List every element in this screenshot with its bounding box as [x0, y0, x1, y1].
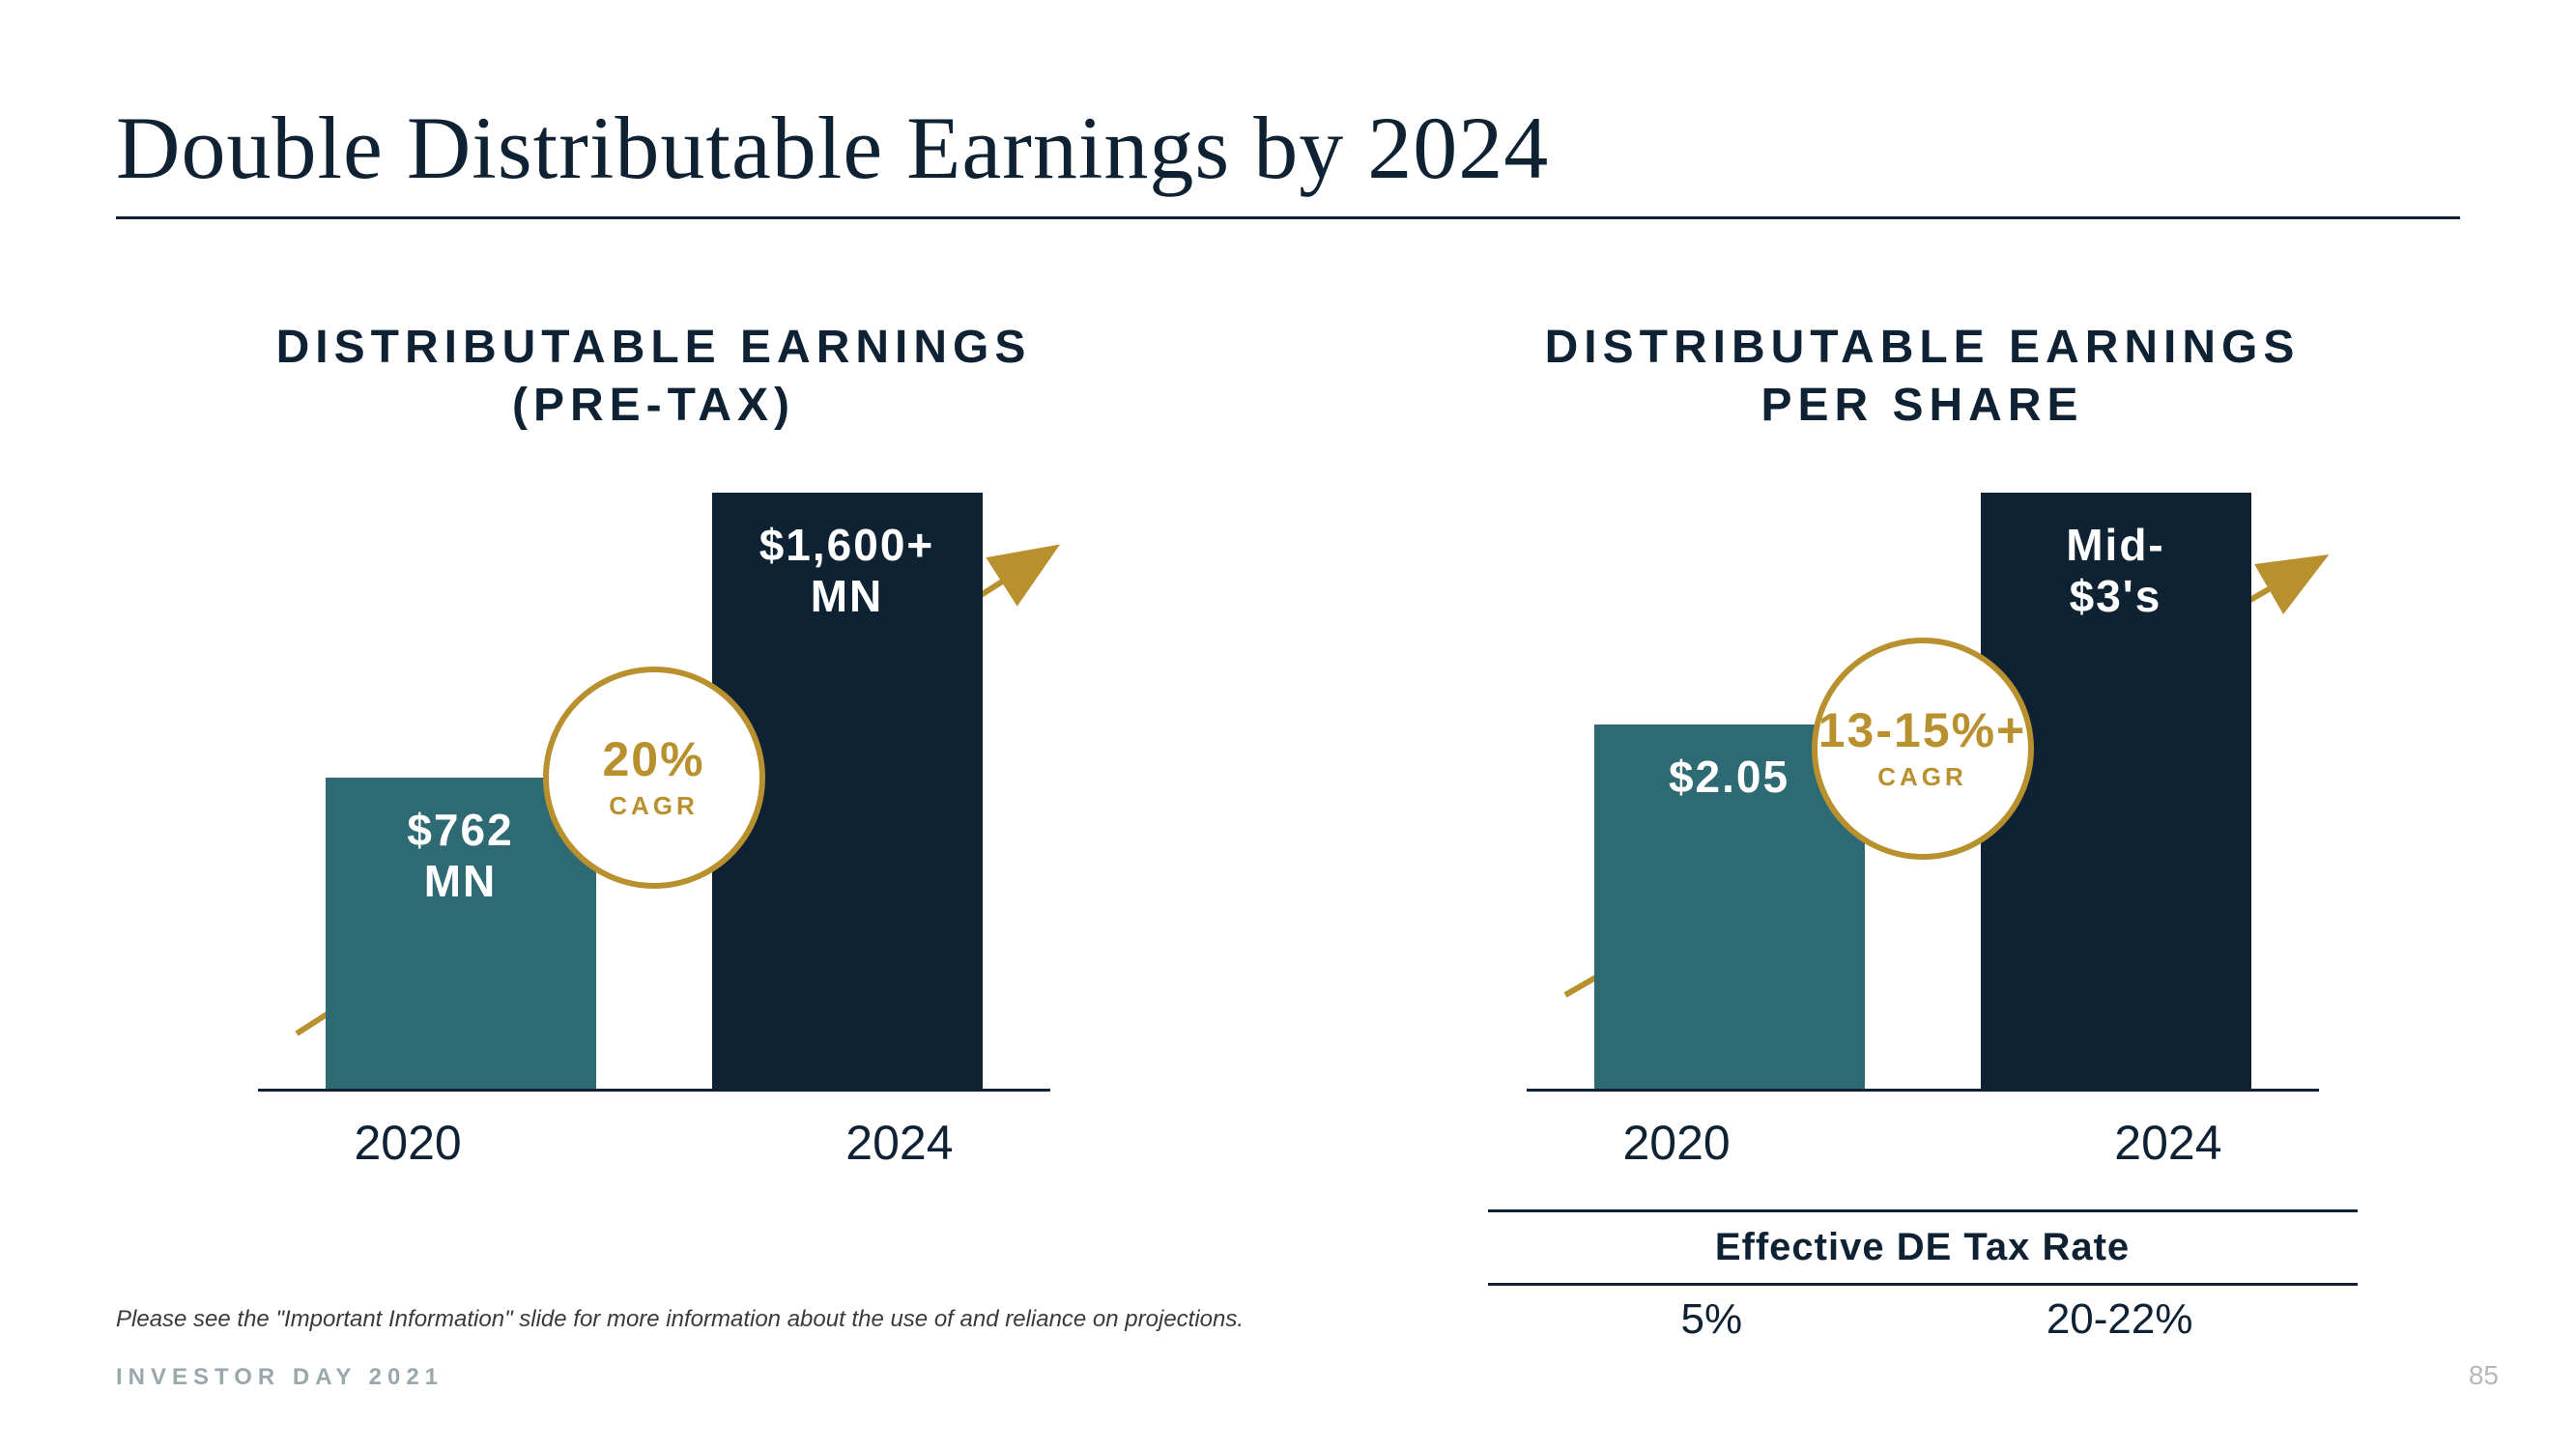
charts-row: DISTRIBUTABLE EARNINGS (PRE-TAX) $762 MN — [116, 319, 2460, 1208]
chart-left-bar1-label: $762 MN — [407, 805, 513, 907]
chart-right-title-line2: PER SHARE — [1760, 380, 2083, 431]
chart-right-cagr-sub: CAGR — [1877, 762, 1967, 792]
footnote-text: Please see the "Important Information" s… — [116, 1306, 1244, 1333]
chart-right-area: $2.05 Mid- $3's 13-15%+ CAGR — [1488, 493, 2358, 1092]
chart-right-x-2024: 2024 — [2114, 1115, 2221, 1171]
tax-rate-title: Effective DE Tax Rate — [1488, 1212, 2358, 1283]
chart-right-title-line1: DISTRIBUTABLE EARNINGS — [1545, 322, 2301, 373]
chart-left-title-line2: (PRE-TAX) — [512, 380, 795, 431]
chart-left-title: DISTRIBUTABLE EARNINGS (PRE-TAX) — [276, 319, 1032, 435]
chart-left-x-2024: 2024 — [845, 1115, 953, 1171]
chart-left-x-2020: 2020 — [355, 1115, 462, 1171]
chart-right-bar1-label: $2.05 — [1669, 752, 1789, 803]
chart-left-bar1-l1: $762 — [407, 805, 513, 855]
chart-left-xlabels: 2020 2024 — [219, 1092, 1089, 1171]
tax-rate-box: Effective DE Tax Rate 5% 20-22% — [1488, 1209, 2358, 1344]
chart-left-title-line1: DISTRIBUTABLE EARNINGS — [276, 322, 1032, 373]
title-rule — [116, 216, 2460, 219]
chart-right-bar2-label: Mid- $3's — [2066, 520, 2165, 622]
chart-left-cagr-badge: 20% CAGR — [543, 667, 765, 889]
investor-day-label: INVESTOR DAY 2021 — [116, 1364, 444, 1391]
slide-root: Double Distributable Earnings by 2024 DI… — [0, 0, 2576, 1449]
chart-left-bar1-l2: MN — [424, 856, 498, 906]
chart-right-xlabels: 2020 2024 — [1488, 1092, 2358, 1171]
chart-left-area: $762 MN $1,600+ MN 20% CAGR — [219, 493, 1089, 1092]
chart-left-bar2-l2: MN — [811, 571, 884, 621]
tax-rate-2024: 20-22% — [2046, 1295, 2193, 1344]
tax-rate-row: 5% 20-22% — [1488, 1286, 2358, 1344]
chart-left-axis — [258, 1089, 1050, 1092]
chart-right-cagr-badge: 13-15%+ CAGR — [1812, 638, 2034, 860]
chart-right-cagr-pct: 13-15%+ — [1818, 705, 2027, 756]
chart-right-bar2-l1: Mid- — [2066, 520, 2165, 570]
chart-left-bar2-l1: $1,600+ — [759, 520, 935, 570]
chart-left-cagr-pct: 20% — [602, 734, 704, 785]
chart-left-bar2-label: $1,600+ MN — [759, 520, 935, 622]
chart-right-bar1-l1: $2.05 — [1669, 752, 1789, 802]
page-title: Double Distributable Earnings by 2024 — [116, 97, 2460, 199]
chart-right-x-2020: 2020 — [1623, 1115, 1731, 1171]
chart-left-cagr-sub: CAGR — [609, 791, 699, 821]
chart-right-title: DISTRIBUTABLE EARNINGS PER SHARE — [1545, 319, 2301, 435]
chart-earnings-per-share: DISTRIBUTABLE EARNINGS PER SHARE $2.05 — [1385, 319, 2460, 1344]
tax-rate-2020: 5% — [1681, 1295, 1743, 1344]
page-number: 85 — [2469, 1360, 2499, 1391]
chart-earnings-pretax: DISTRIBUTABLE EARNINGS (PRE-TAX) $762 MN — [116, 319, 1191, 1171]
chart-right-bar2-l2: $3's — [2070, 571, 2162, 621]
chart-right-axis — [1527, 1089, 2319, 1092]
